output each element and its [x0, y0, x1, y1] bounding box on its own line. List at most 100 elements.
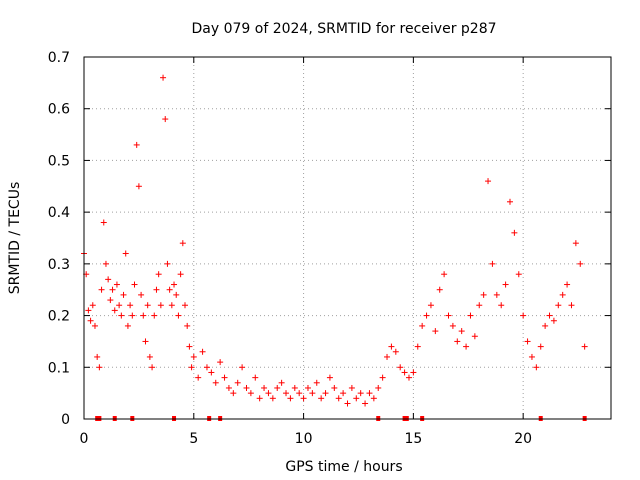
- data-point: [151, 312, 158, 319]
- y-tick-label: 0.7: [48, 50, 70, 66]
- data-point: [116, 302, 123, 309]
- data-point: [318, 395, 325, 402]
- data-point: [113, 281, 120, 288]
- data-point: [199, 348, 206, 355]
- data-point: [212, 379, 219, 386]
- data-point: [480, 291, 487, 298]
- data-point: [127, 302, 134, 309]
- y-tick-label: 0.5: [48, 153, 70, 169]
- data-point: [85, 307, 92, 314]
- data-point: [353, 395, 360, 402]
- data-point: [331, 384, 338, 391]
- data-point: [405, 374, 412, 381]
- data-point: [221, 374, 228, 381]
- data-point: [138, 291, 145, 298]
- data-point: [370, 395, 377, 402]
- y-tick-label: 0.3: [48, 257, 70, 273]
- data-point: [344, 400, 351, 407]
- data-point: [388, 343, 395, 350]
- data-point: [91, 322, 98, 329]
- y-tick-label: 0.1: [48, 360, 70, 376]
- data-point: [300, 395, 307, 402]
- data-point: [144, 302, 151, 309]
- data-point: [166, 286, 173, 293]
- x-tick-label: 10: [295, 431, 313, 447]
- data-point: [436, 286, 443, 293]
- data-point: [283, 390, 290, 397]
- data-point: [243, 384, 250, 391]
- data-point: [269, 395, 276, 402]
- data-point: [467, 312, 474, 319]
- data-points: [81, 74, 588, 407]
- x-tick-labels: 0 5 10 15 20: [80, 431, 533, 447]
- data-point: [252, 374, 259, 381]
- data-point: [188, 364, 195, 371]
- data-point: [348, 384, 355, 391]
- data-point: [122, 250, 129, 257]
- data-point: [414, 343, 421, 350]
- data-point: [397, 364, 404, 371]
- x-tick-label: 15: [404, 431, 422, 447]
- y-tick-labels: 0 0.1 0.2 0.3 0.4 0.5 0.6 0.7: [48, 50, 70, 428]
- y-tick-label: 0.6: [48, 102, 70, 118]
- data-point: [186, 343, 193, 350]
- data-point: [493, 291, 500, 298]
- data-point: [520, 312, 527, 319]
- data-point: [100, 219, 107, 226]
- data-point: [502, 281, 509, 288]
- data-point: [471, 333, 478, 340]
- data-point: [322, 390, 329, 397]
- data-point: [304, 384, 311, 391]
- data-point: [445, 312, 452, 319]
- data-point: [559, 291, 566, 298]
- data-point: [111, 307, 118, 314]
- data-point: [515, 271, 522, 278]
- chart-title: Day 079 of 2024, SRMTID for receiver p28…: [191, 21, 496, 37]
- data-point: [94, 353, 101, 360]
- data-point: [217, 359, 224, 366]
- data-point: [135, 183, 142, 190]
- data-point: [190, 353, 197, 360]
- data-point: [247, 390, 254, 397]
- data-point: [118, 312, 125, 319]
- data-point: [261, 384, 268, 391]
- data-point: [581, 343, 588, 350]
- data-point: [577, 260, 584, 267]
- data-point: [340, 390, 347, 397]
- data-point: [182, 302, 189, 309]
- data-point: [296, 390, 303, 397]
- data-point: [441, 271, 448, 278]
- data-point: [131, 281, 138, 288]
- data-point: [157, 302, 164, 309]
- data-point: [555, 302, 562, 309]
- data-point: [357, 390, 364, 397]
- data-point: [291, 384, 298, 391]
- x-tick-label: 20: [514, 431, 532, 447]
- data-point: [120, 291, 127, 298]
- data-point: [550, 317, 557, 324]
- data-point: [146, 353, 153, 360]
- data-point: [326, 374, 333, 381]
- data-point: [179, 240, 186, 247]
- data-point: [177, 271, 184, 278]
- data-point: [155, 271, 162, 278]
- data-point: [225, 384, 232, 391]
- data-point: [392, 348, 399, 355]
- data-point: [533, 364, 540, 371]
- data-point: [140, 312, 147, 319]
- data-point: [489, 260, 496, 267]
- data-point: [105, 276, 112, 283]
- data-point: [528, 353, 535, 360]
- data-point: [133, 141, 140, 148]
- grid-lines: [84, 57, 611, 419]
- data-point: [171, 281, 178, 288]
- data-point: [366, 390, 373, 397]
- data-point: [537, 343, 544, 350]
- data-point: [568, 302, 575, 309]
- data-point: [175, 312, 182, 319]
- data-point: [149, 364, 156, 371]
- data-point: [463, 343, 470, 350]
- data-point: [107, 297, 114, 304]
- x-axis-label: GPS time / hours: [285, 459, 402, 475]
